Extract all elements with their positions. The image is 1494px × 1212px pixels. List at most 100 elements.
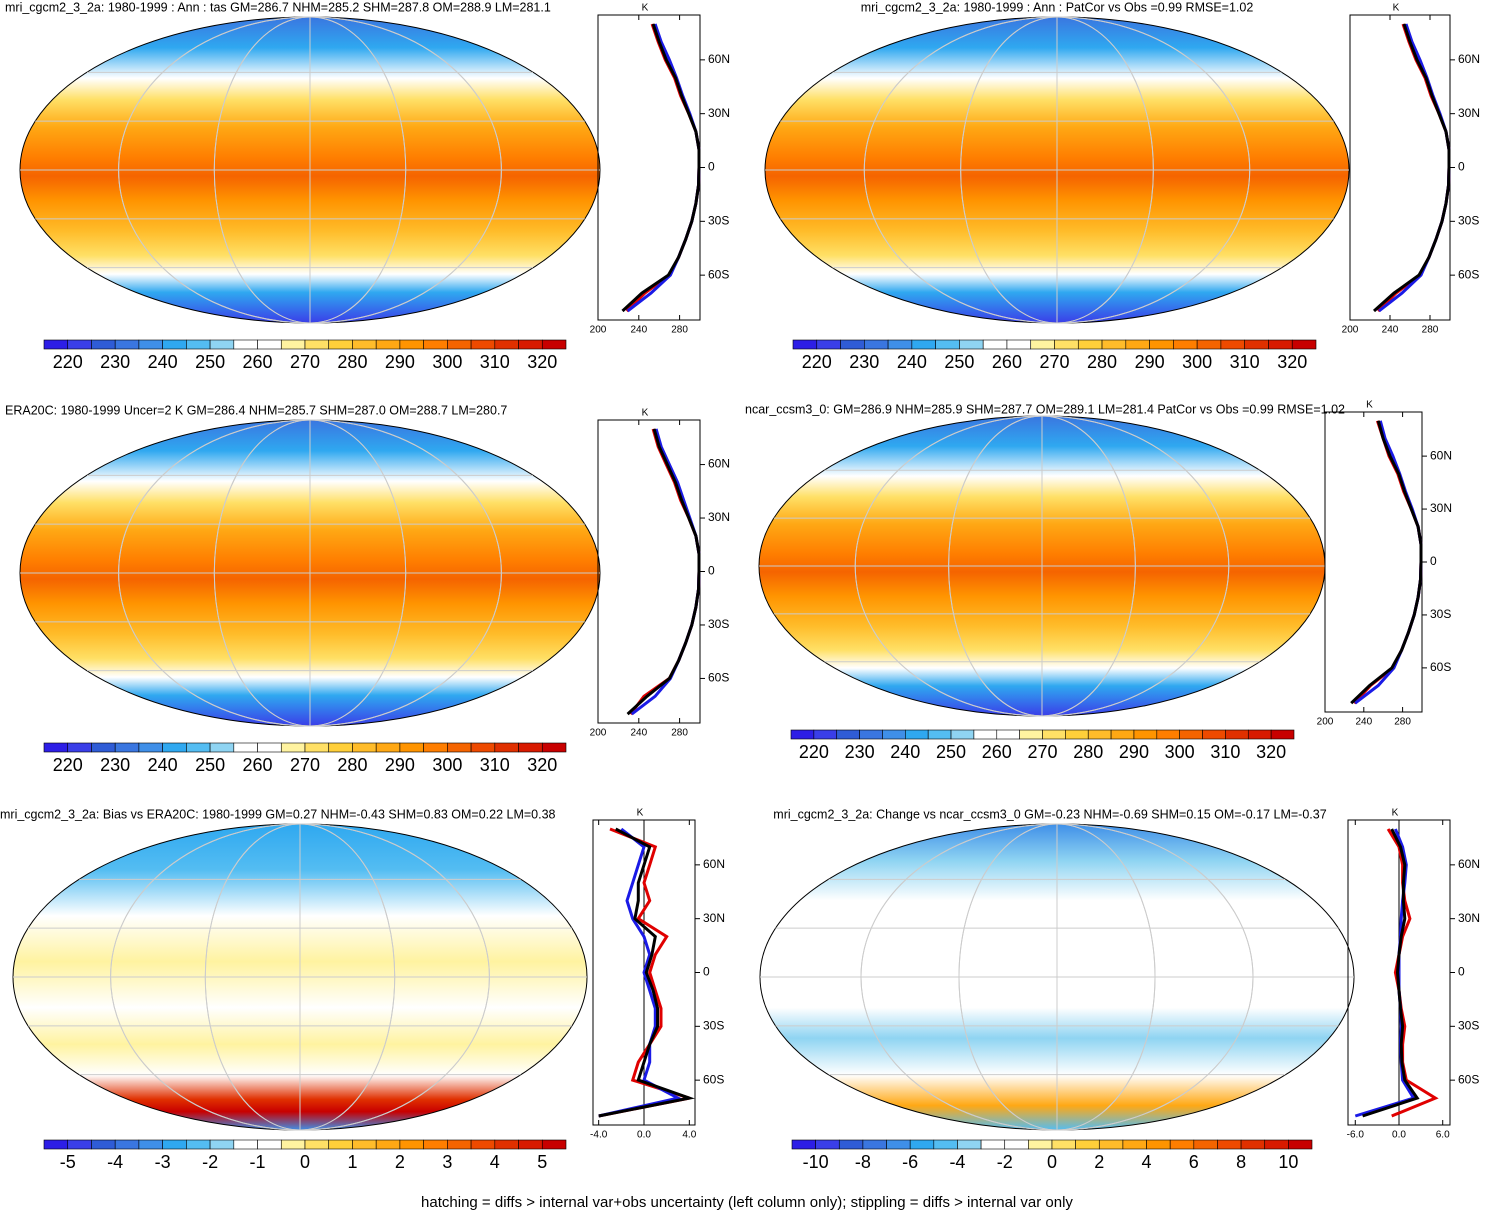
- colorbar-label: 320: [527, 352, 557, 372]
- lat-tick-label: 30N: [1458, 106, 1480, 120]
- colorbar-box: [43, 1139, 69, 1150]
- colorbar-box: [447, 339, 472, 350]
- colorbar-box: [186, 339, 211, 350]
- colorbar-label: -8: [855, 1152, 871, 1172]
- zonal-line: [1378, 23, 1451, 313]
- colorbar-box: [162, 339, 187, 350]
- colorbar-label: 0: [1047, 1152, 1057, 1172]
- colorbar-box: [138, 339, 163, 350]
- k-tick-label: 0.0: [637, 1130, 651, 1141]
- colorbar-box: [209, 339, 235, 350]
- zonal-line: [1386, 828, 1439, 1118]
- lat-tick-label: 60S: [708, 267, 729, 281]
- colorbar-box: [399, 1139, 424, 1150]
- colorbar-box: [352, 339, 377, 350]
- lat-tick-label: 30N: [708, 510, 730, 524]
- k-tick-label: 0.0: [1392, 1130, 1406, 1141]
- zonal-line: [626, 428, 701, 716]
- colorbar-label: 280: [337, 352, 367, 372]
- colorbar-box: [518, 1139, 543, 1150]
- colorbar-box: [1006, 339, 1032, 350]
- colorbar-label: 320: [1256, 742, 1286, 762]
- colorbar-label: 230: [849, 352, 879, 372]
- colorbar-box: [1098, 1139, 1124, 1150]
- colorbar-box: [1004, 1139, 1029, 1150]
- colorbar-box: [909, 1139, 935, 1150]
- colorbar-label: 310: [1230, 352, 1260, 372]
- colorbar-label: 310: [480, 352, 510, 372]
- colorbar-box: [815, 1139, 840, 1150]
- colorbar-box: [67, 742, 92, 753]
- colorbar-label: 220: [53, 352, 83, 372]
- colorbar-box: [980, 1139, 1006, 1150]
- zonal-unit: K: [1392, 808, 1399, 819]
- colorbar-box: [233, 1139, 258, 1150]
- k-tick-label: 280: [1422, 325, 1439, 336]
- lat-tick-label: 0: [1458, 965, 1465, 979]
- colorbar-box: [816, 339, 841, 350]
- colorbar-box: [162, 742, 187, 753]
- colorbar-label: -4: [107, 1152, 123, 1172]
- colorbar-label: 320: [1277, 352, 1307, 372]
- colorbar-box: [1019, 729, 1043, 740]
- colorbar-box: [1156, 729, 1180, 740]
- colorbar-box: [973, 729, 998, 740]
- zonal-unit: K: [642, 408, 649, 419]
- colorbar-box: [950, 729, 975, 740]
- colorbar-label: 220: [802, 352, 832, 372]
- colorbar-box: [1087, 729, 1112, 740]
- colorbar-box: [1244, 339, 1269, 350]
- colorbar-box: [1264, 1139, 1289, 1150]
- colorbar-box: [957, 1139, 982, 1150]
- colorbar-box: [114, 1139, 140, 1150]
- colorbar-box: [328, 742, 353, 753]
- colorbar-box: [935, 339, 960, 350]
- colorbar-label: 290: [1135, 352, 1165, 372]
- zonal-line: [621, 23, 701, 313]
- colorbar-box: [541, 1139, 567, 1150]
- colorbar-box: [447, 1139, 472, 1150]
- colorbar-box: [328, 1139, 353, 1150]
- colorbar-box: [1149, 339, 1174, 350]
- zonal-line: [630, 428, 701, 716]
- colorbar-box: [1193, 1139, 1218, 1150]
- k-tick-label: 200: [590, 325, 607, 336]
- colorbar-box: [790, 729, 815, 740]
- colorbar-box: [494, 339, 519, 350]
- colorbar-box: [352, 1139, 377, 1150]
- colorbar-box: [138, 1139, 163, 1150]
- colorbar-box: [1240, 1139, 1266, 1150]
- colorbar-box: [470, 742, 496, 753]
- colorbar-label: 250: [195, 755, 225, 775]
- colorbar-box: [399, 339, 424, 350]
- colorbar-box: [447, 742, 472, 753]
- k-tick-label: 240: [630, 728, 647, 739]
- colorbar-label: 8: [1236, 1152, 1246, 1172]
- lat-tick-label: 30N: [703, 911, 725, 925]
- lat-tick-label: 30N: [708, 106, 730, 120]
- colorbar-box: [280, 742, 306, 753]
- colorbar-label: -3: [155, 1152, 171, 1172]
- colorbar-box: [375, 339, 401, 350]
- colorbar-label: 260: [243, 755, 273, 775]
- zonal-unit: K: [1393, 3, 1400, 14]
- colorbar-box: [886, 1139, 911, 1150]
- k-tick-label: 6.0: [1436, 1130, 1450, 1141]
- zonal-line: [625, 23, 701, 313]
- colorbar-box: [541, 339, 567, 350]
- k-tick-label: 240: [630, 325, 647, 336]
- colorbar-label: 230: [845, 742, 875, 762]
- colorbar-box: [1202, 729, 1226, 740]
- colorbar-box: [375, 742, 401, 753]
- colorbar-box: [792, 339, 818, 350]
- colorbar-box: [838, 1139, 864, 1150]
- lat-tick-label: 0: [708, 160, 715, 174]
- colorbar-box: [138, 742, 163, 753]
- colorbar-label: 2: [1094, 1152, 1104, 1172]
- lat-tick-label: 0: [703, 965, 710, 979]
- colorbar-label: -2: [202, 1152, 218, 1172]
- colorbar-box: [257, 339, 282, 350]
- colorbar-box: [1217, 1139, 1242, 1150]
- k-tick-label: -6.0: [1347, 1130, 1365, 1141]
- colorbar-label: 260: [982, 742, 1012, 762]
